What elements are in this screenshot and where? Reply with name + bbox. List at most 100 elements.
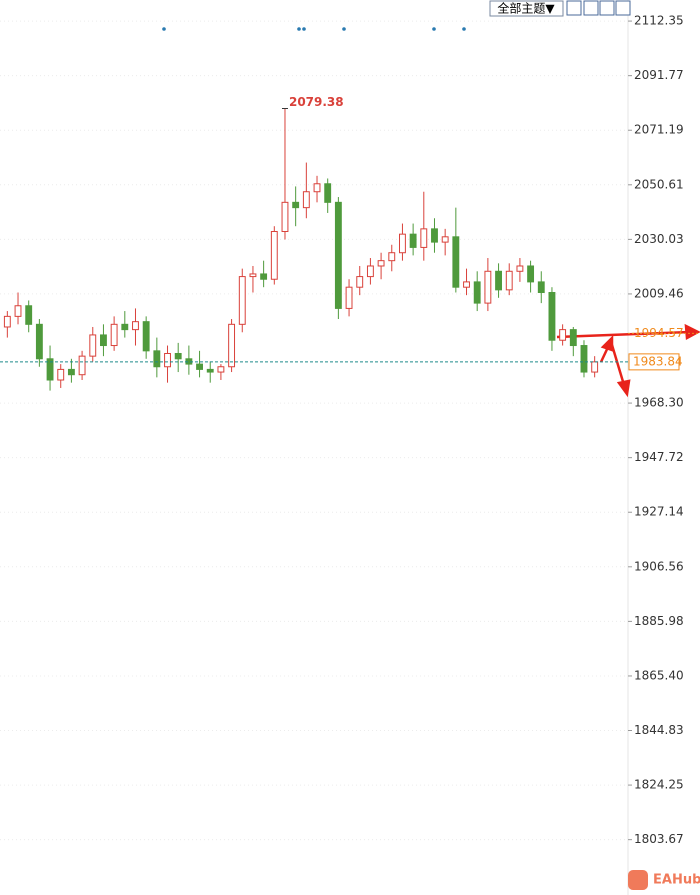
arrows [556,323,700,398]
candle-body [548,291,556,341]
candle-body [420,228,428,248]
candle-body [228,323,236,368]
candle-body [46,358,54,381]
event-dot [162,27,166,31]
candle-body [3,315,11,328]
candle-body [153,350,161,368]
candle-body [121,323,129,331]
candle-body [270,231,278,280]
candle-body [89,334,97,357]
watermark-text: EAHub [653,873,700,888]
event-dot [297,27,301,31]
candle-body [473,281,481,304]
candle-body [495,270,502,291]
candle-body [377,260,385,267]
candle-body [57,368,65,381]
candle-body [324,183,332,203]
candle-body [100,334,107,347]
candle-body [132,321,139,331]
tool-button[interactable] [583,0,599,16]
arrow [556,330,691,339]
tool-button[interactable] [615,0,631,16]
candle-body [431,228,438,243]
y-tick-label: 1803.67 [634,832,684,846]
candle-body [249,273,257,278]
event-dots [162,27,466,31]
candle-body [409,233,417,248]
candle-body [67,368,75,376]
candle-body [559,329,567,341]
y-tick-label: 2071.19 [634,123,684,137]
candle-body [484,270,492,304]
reference-price-label: 1994.57 [634,326,684,340]
tool-button[interactable] [566,0,582,16]
candle-body [206,368,214,373]
y-tick-label: 1865.40 [634,668,684,682]
toolbar: 全部主题▼ [489,0,631,17]
candle-body [463,281,470,288]
y-tick-label: 1844.83 [634,723,684,737]
candle-body [281,201,289,233]
candle-body [366,265,374,278]
y-tick-label: 2091.77 [634,68,684,82]
y-tick-label: 2030.03 [634,232,684,246]
theme-menu-label[interactable]: 全部主题▼ [497,1,555,16]
candle-body [591,361,599,373]
event-dot [342,27,346,31]
candle-body [14,305,22,317]
y-tick-label: 1885.98 [634,614,684,628]
candle-body [527,265,535,283]
candle-body [164,352,171,368]
arrow [610,344,626,386]
candle-body [302,191,310,209]
y-tick-label: 2009.46 [634,286,684,300]
candle-body [196,363,203,370]
event-dot [462,27,466,31]
candle-body [217,366,225,373]
y-tick-label: 1947.72 [634,450,684,464]
candle-body [292,201,300,209]
watermark: EAHub [628,870,700,890]
candle-body [313,183,321,193]
last-price-box [628,353,680,371]
candle-body [78,355,86,376]
last-price-label: 1983.84 [633,354,683,368]
candle-body [174,352,182,360]
arrow-head [684,323,700,341]
candle-body [388,252,396,262]
watermark-logo [628,870,648,890]
candle-body [356,276,364,288]
y-tick-label: 2112.35 [634,14,684,28]
candle-body [25,305,33,325]
y-tick-label: 1906.56 [634,559,684,573]
event-dot [302,27,306,31]
y-tick-label: 1968.30 [634,396,684,410]
candle-body [537,281,545,293]
event-dot [432,27,436,31]
candle-body [345,286,353,309]
candle-body [441,236,449,243]
candle-body [580,345,588,373]
candle-body [334,201,342,309]
y-tick-label: 1927.14 [634,505,684,519]
high-annotation: 2079.38 [289,95,344,109]
candle-body [505,270,513,291]
candle-body [260,273,268,280]
candle-body [569,329,577,347]
candle-body [35,323,43,360]
arrow-head [600,334,614,352]
theme-menu[interactable] [489,0,564,17]
candle-body [516,265,524,272]
candle-body [452,236,460,288]
arrow-head [616,379,631,398]
candle-body [110,323,118,347]
y-tick-label: 2050.61 [634,177,684,191]
candle-body [238,276,246,325]
candle-body [142,321,150,352]
candle-body [399,233,406,254]
tool-button[interactable] [599,0,615,16]
y-tick-label: 1824.25 [634,778,684,792]
